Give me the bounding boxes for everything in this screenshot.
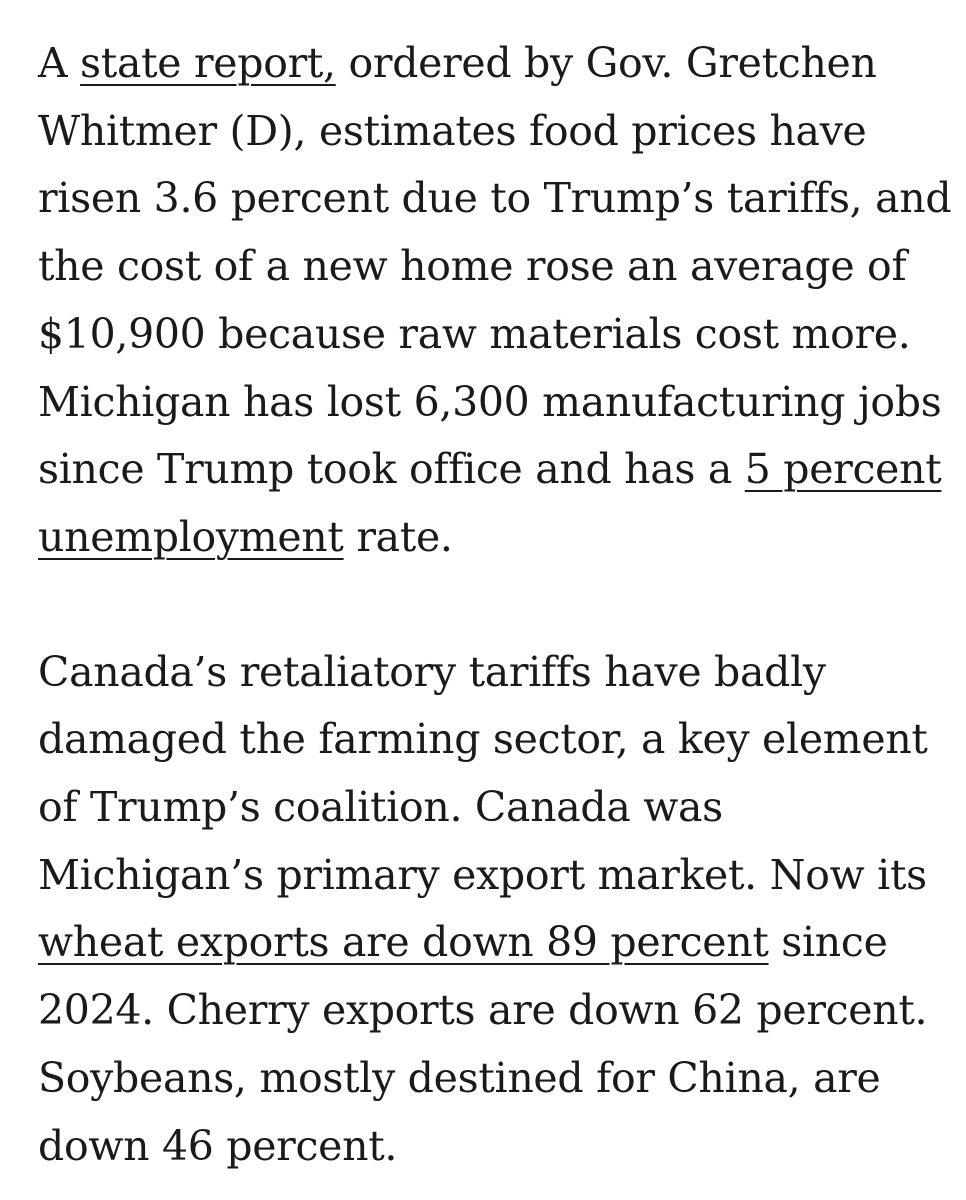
text-line: wheat exports are down 89 percent since <box>38 909 938 977</box>
text-line: Canada’s retaliatory tariffs have badly <box>38 647 826 696</box>
text-line: Michigan has lost 6,300 manufacturing jo… <box>38 377 942 426</box>
five-percent-link-part-1[interactable]: 5 percent <box>744 445 942 494</box>
text-line: 2024. Cherry exports are down 62 percent… <box>38 986 928 1035</box>
text-line: Whitmer (D), estimates food prices have <box>38 106 867 155</box>
text-run: since Trump took office and has a <box>38 445 745 494</box>
text-line: since Trump took office and has a 5 perc… <box>38 436 942 504</box>
text-line: risen 3.6 percent due to Trump’s tariffs… <box>38 174 952 223</box>
text-line: Michigan’s primary export market. Now it… <box>38 850 927 899</box>
text-line: Soybeans, mostly destined for China, are <box>38 1053 881 1102</box>
article-body: A state report, ordered by Gov. Gretchen… <box>38 30 952 1181</box>
five-percent-link-part-2[interactable]: unemployment <box>38 512 344 561</box>
text-run: A <box>38 39 81 87</box>
wheat-exports-link[interactable]: wheat exports are down 89 percent <box>38 918 769 967</box>
text-line: A state report, ordered by Gov. Gretchen <box>38 30 938 98</box>
paragraph-2: Canada’s retaliatory tariffs have badly … <box>38 639 938 1181</box>
text-line: the cost of a new home rose an average o… <box>38 242 907 291</box>
text-line: damaged the farming sector, a key elemen… <box>38 715 928 764</box>
text-run: rate. <box>343 512 453 561</box>
text-line: $10,900 because raw materials cost more. <box>38 309 911 358</box>
state-report-link[interactable]: state report, <box>80 39 336 87</box>
text-run: ordered by Gov. Gretchen <box>335 39 877 87</box>
text-run: since <box>768 918 888 967</box>
text-line: unemployment rate. <box>38 504 938 572</box>
text-line: of Trump’s coalition. Canada was <box>38 783 723 832</box>
paragraph-1: A state report, ordered by Gov. Gretchen… <box>38 30 952 572</box>
text-line: down 46 percent. <box>38 1121 398 1170</box>
